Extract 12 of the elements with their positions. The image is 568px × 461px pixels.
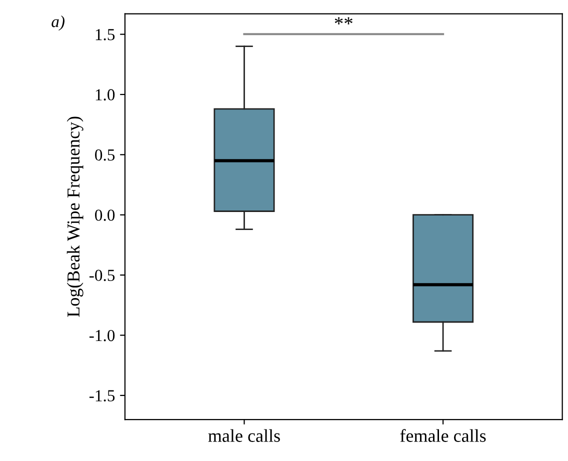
y-tick-label: -1.0 bbox=[89, 330, 115, 342]
y-tick-label: 1.0 bbox=[96, 89, 115, 101]
y-tick-label: 1.5 bbox=[96, 29, 115, 40]
x-tick-label: female calls bbox=[400, 429, 486, 442]
y-tick-label: 0.0 bbox=[95, 210, 115, 221]
y-tick-label: 0.5 bbox=[95, 149, 115, 161]
annotation: ** bbox=[334, 17, 352, 24]
y-tick-label: -0.5 bbox=[89, 270, 115, 282]
y-axis-title: Log(Beak Wipe Frequency) bbox=[66, 116, 84, 317]
text: a) bbox=[52, 15, 64, 31]
x-tick-label: male calls bbox=[208, 429, 280, 442]
y-tick-label: -1.5 bbox=[89, 390, 115, 402]
